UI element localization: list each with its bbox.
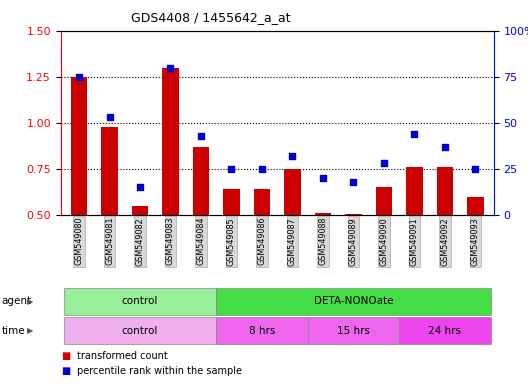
Point bbox=[349, 179, 357, 185]
Text: time: time bbox=[2, 326, 25, 336]
Bar bbox=[131, 206, 148, 215]
Point bbox=[380, 161, 388, 167]
Point bbox=[136, 184, 144, 190]
Point bbox=[197, 133, 205, 139]
Text: ▶: ▶ bbox=[27, 326, 34, 335]
Text: GSM549089: GSM549089 bbox=[349, 217, 358, 266]
Text: GSM549092: GSM549092 bbox=[440, 217, 449, 266]
Point bbox=[166, 65, 175, 71]
Text: percentile rank within the sample: percentile rank within the sample bbox=[77, 366, 242, 376]
Text: 24 hrs: 24 hrs bbox=[428, 326, 461, 336]
Text: GSM549093: GSM549093 bbox=[471, 217, 480, 266]
Text: GSM549086: GSM549086 bbox=[258, 217, 267, 265]
Text: GSM549091: GSM549091 bbox=[410, 217, 419, 266]
Text: DETA-NONOate: DETA-NONOate bbox=[314, 296, 393, 306]
Text: GSM549082: GSM549082 bbox=[136, 217, 145, 266]
Text: GSM549084: GSM549084 bbox=[196, 217, 205, 265]
Text: GSM549085: GSM549085 bbox=[227, 217, 236, 266]
Text: transformed count: transformed count bbox=[77, 351, 167, 361]
Text: GSM549090: GSM549090 bbox=[380, 217, 389, 266]
Point bbox=[288, 153, 297, 159]
Text: control: control bbox=[122, 296, 158, 306]
Text: 8 hrs: 8 hrs bbox=[249, 326, 275, 336]
Text: GSM549081: GSM549081 bbox=[105, 217, 114, 265]
Text: GSM549083: GSM549083 bbox=[166, 217, 175, 265]
Text: GSM549087: GSM549087 bbox=[288, 217, 297, 266]
Bar bbox=[437, 167, 453, 215]
Point bbox=[471, 166, 479, 172]
Bar bbox=[101, 127, 118, 215]
Text: agent: agent bbox=[2, 296, 32, 306]
Bar bbox=[253, 189, 270, 215]
Bar bbox=[162, 68, 179, 215]
Text: ■: ■ bbox=[61, 366, 70, 376]
Bar bbox=[467, 197, 484, 215]
Bar bbox=[315, 213, 332, 215]
Bar bbox=[345, 214, 362, 215]
Bar bbox=[223, 189, 240, 215]
Point bbox=[105, 114, 114, 121]
Point bbox=[441, 144, 449, 150]
Text: GSM549080: GSM549080 bbox=[74, 217, 83, 265]
Text: GSM549088: GSM549088 bbox=[318, 217, 327, 265]
Bar bbox=[71, 77, 88, 215]
Bar bbox=[406, 167, 423, 215]
Text: ■: ■ bbox=[61, 351, 70, 361]
Point bbox=[319, 175, 327, 181]
Point bbox=[410, 131, 419, 137]
Point bbox=[227, 166, 235, 172]
Point bbox=[75, 74, 83, 80]
Text: GDS4408 / 1455642_a_at: GDS4408 / 1455642_a_at bbox=[131, 11, 291, 24]
Bar bbox=[375, 187, 392, 215]
Text: 15 hrs: 15 hrs bbox=[337, 326, 370, 336]
Text: ▶: ▶ bbox=[27, 297, 34, 306]
Text: control: control bbox=[122, 326, 158, 336]
Bar bbox=[193, 147, 210, 215]
Bar bbox=[284, 169, 301, 215]
Point bbox=[258, 166, 266, 172]
